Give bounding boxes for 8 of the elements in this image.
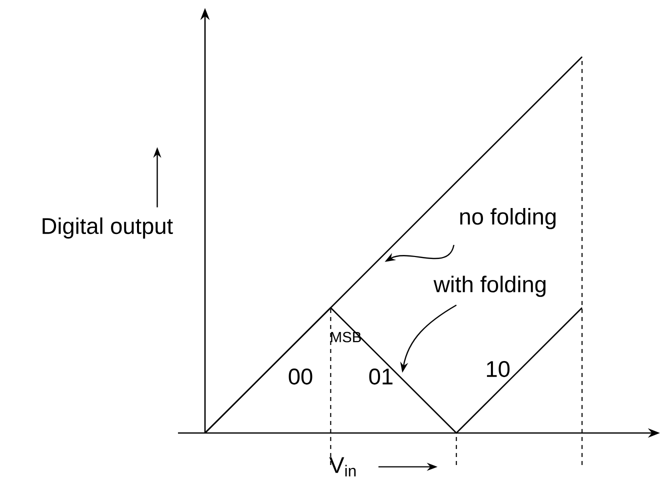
x-axis-title: V$_{in}$ <box>329 457 356 476</box>
annotation: 01 <box>369 368 392 385</box>
annotation: 00 <box>288 368 312 385</box>
annotation: 10 <box>486 361 510 378</box>
series-label: no folding <box>460 208 556 230</box>
annotation: MSB <box>331 332 361 342</box>
legend-label: with folding <box>434 276 546 297</box>
y-axis-title: Digital output <box>42 217 173 239</box>
